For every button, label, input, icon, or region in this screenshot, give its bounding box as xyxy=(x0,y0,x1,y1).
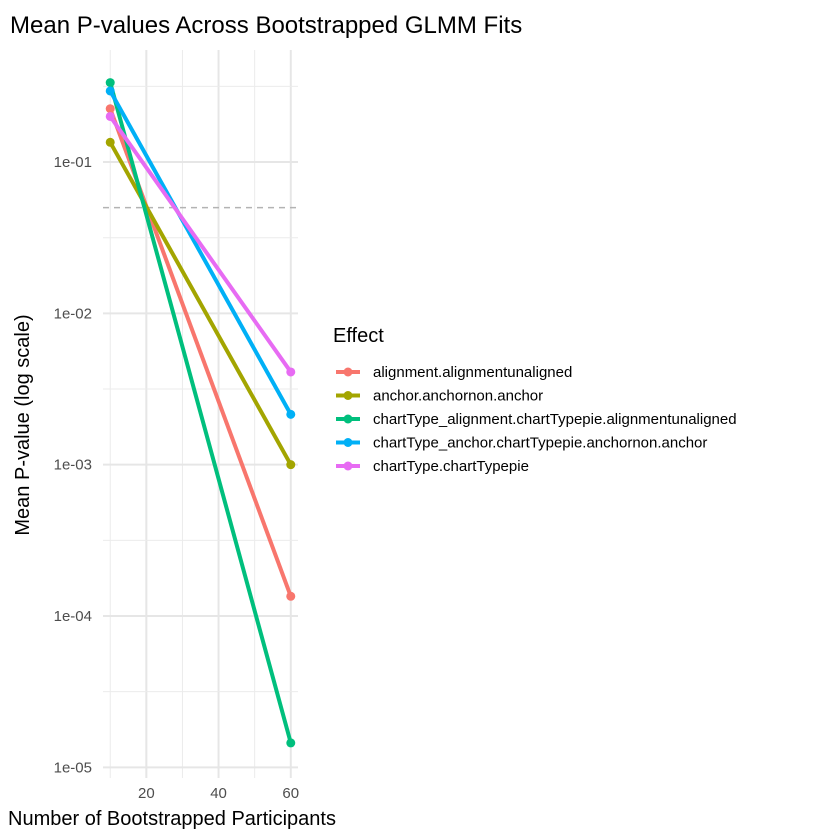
data-point xyxy=(105,111,115,121)
y-axis-title: Mean P-value (log scale) xyxy=(12,314,34,535)
chart-title: Mean P-values Across Bootstrapped GLMM F… xyxy=(10,12,522,39)
y-tick-label: 1e-05 xyxy=(54,759,92,776)
data-point xyxy=(286,738,296,748)
data-point xyxy=(286,409,296,419)
legend-label: chartType_alignment.chartTypepie.alignme… xyxy=(373,411,737,428)
legend: Effect alignment.alignmentunaligned ancho… xyxy=(333,325,737,475)
legend-key-point xyxy=(343,438,353,447)
series-line xyxy=(108,89,293,416)
data-point xyxy=(286,591,296,601)
y-tick-label: 1e-01 xyxy=(54,154,92,171)
legend-key-point xyxy=(343,414,353,424)
x-tick-label: 40 xyxy=(210,785,227,802)
legend-label: chartType_anchor.chartTypepie.anchornon.… xyxy=(373,435,707,452)
y-tick-label: 1e-02 xyxy=(54,305,92,322)
legend-label: alignment.alignmentunaligned xyxy=(373,364,572,381)
series-line xyxy=(108,115,293,374)
legend-key-point xyxy=(343,367,353,377)
legend-key-point xyxy=(343,391,353,400)
x-tick-labels: 20 40 60 xyxy=(138,785,299,802)
series-group xyxy=(105,78,296,748)
legend-title: Effect xyxy=(333,325,384,347)
legend-label: anchor.anchornon.anchor xyxy=(373,388,543,405)
legend-key-point xyxy=(343,461,353,471)
series-line xyxy=(108,82,293,744)
data-point xyxy=(105,104,115,114)
data-point xyxy=(286,367,296,377)
data-point xyxy=(286,460,296,470)
legend-label: chartType.chartTypepie xyxy=(373,458,529,475)
y-tick-label: 1e-03 xyxy=(54,457,92,474)
data-point xyxy=(105,137,115,147)
data-point xyxy=(105,78,115,88)
x-tick-label: 60 xyxy=(282,785,299,802)
y-tick-label: 1e-04 xyxy=(54,608,92,625)
x-axis-title: Number of Bootstrapped Participants xyxy=(8,808,336,830)
x-tick-label: 20 xyxy=(138,785,155,802)
data-point xyxy=(105,86,115,96)
y-tick-labels: 1e-05 1e-04 1e-03 1e-02 1e-01 xyxy=(54,154,92,776)
